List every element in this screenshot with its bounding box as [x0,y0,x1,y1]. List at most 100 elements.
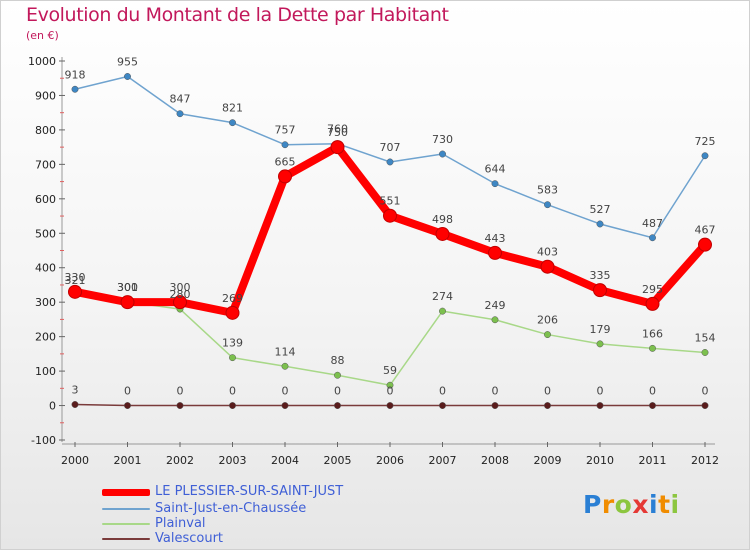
data-label-valescourt: 0 [282,385,289,398]
data-point-valescourt [544,402,551,409]
y-tick-label: 700 [35,158,56,171]
data-label-plainval: 154 [695,331,716,344]
data-label-le-plessier-sur-saint-just: 269 [222,292,243,305]
data-label-saint-just-en-chaussee: 644 [485,163,506,176]
data-point-le-plessier-sur-saint-just [68,284,82,299]
data-label-valescourt: 3 [72,384,79,397]
legend-item-saint-just: Saint-Just-en-Chaussée [102,501,306,517]
data-label-le-plessier-sur-saint-just: 330 [65,271,86,284]
data-label-plainval: 274 [432,290,453,303]
data-point-valescourt [491,402,499,409]
data-point-saint-just-en-chaussee [281,141,289,149]
x-tick-label: 2002 [166,454,194,467]
logo-letter: i [649,490,659,519]
data-point-le-plessier-sur-saint-just [173,295,187,310]
legend-swatch-le-plessier [102,488,150,496]
data-label-valescourt: 0 [492,385,499,398]
data-label-le-plessier-sur-saint-just: 750 [327,126,348,139]
data-point-valescourt [281,402,289,409]
y-tick-label: -100 [31,434,56,447]
legend-item-le-plessier: LE PLESSIER-SUR-SAINT-JUST [102,484,343,500]
y-tick-label: 800 [35,124,56,137]
data-point-plainval [334,371,341,379]
data-label-le-plessier-sur-saint-just: 295 [642,283,663,296]
data-point-valescourt [649,402,656,409]
logo-letter: o [614,490,633,519]
legend-swatch-saint-just [102,508,150,510]
data-point-saint-just-en-chaussee [229,119,236,127]
data-point-valescourt [596,402,604,409]
data-point-plainval [544,331,551,339]
data-point-saint-just-en-chaussee [439,150,446,158]
data-label-valescourt: 0 [702,385,709,398]
data-label-valescourt: 0 [649,385,656,398]
data-label-valescourt: 0 [124,385,131,398]
data-label-saint-just-en-chaussee: 730 [432,133,453,146]
data-label-le-plessier-sur-saint-just: 665 [275,155,296,168]
data-point-valescourt [124,402,131,409]
y-tick-label: 200 [35,331,56,344]
data-point-plainval [281,362,289,370]
legend-label-plainval: Plainval [155,516,206,531]
data-label-le-plessier-sur-saint-just: 467 [695,224,716,237]
data-point-le-plessier-sur-saint-just [278,169,292,184]
data-label-saint-just-en-chaussee: 760 [327,123,348,136]
data-point-le-plessier-sur-saint-just [383,208,397,223]
data-label-valescourt: 0 [229,385,236,398]
data-point-saint-just-en-chaussee [701,152,709,160]
data-label-valescourt: 0 [544,385,551,398]
data-point-le-plessier-sur-saint-just [593,283,607,298]
x-tick-label: 2005 [324,454,352,467]
x-tick-label: 2007 [429,454,457,467]
data-label-plainval: 88 [331,354,345,367]
data-point-saint-just-en-chaussee [176,110,184,118]
data-label-le-plessier-sur-saint-just: 551 [380,195,401,208]
chart-title: Evolution du Montant de la Dette par Hab… [26,4,449,26]
data-label-le-plessier-sur-saint-just: 300 [117,281,138,294]
data-point-le-plessier-sur-saint-just [330,140,345,155]
legend-swatch-plainval [102,523,150,525]
x-tick-label: 2003 [219,454,247,467]
chart-subtitle: (en €) [26,29,59,42]
data-label-plainval: 114 [275,345,296,358]
data-point-saint-just-en-chaussee [71,85,79,93]
data-label-valescourt: 0 [387,385,394,398]
data-label-plainval: 321 [65,274,86,287]
data-label-saint-just-en-chaussee: 918 [65,68,86,81]
data-label-plainval: 280 [170,288,191,301]
data-label-le-plessier-sur-saint-just: 300 [170,281,191,294]
data-label-plainval: 301 [117,281,138,294]
data-label-le-plessier-sur-saint-just: 443 [485,232,506,245]
y-tick-label: 0 [49,400,56,413]
data-label-le-plessier-sur-saint-just: 335 [590,269,611,282]
x-tick-label: 2008 [481,454,509,467]
data-point-valescourt [71,401,79,408]
data-label-saint-just-en-chaussee: 757 [275,124,296,137]
y-tick-label: 1000 [28,55,56,68]
data-point-valescourt [439,402,446,409]
data-label-saint-just-en-chaussee: 527 [590,203,611,216]
x-tick-label: 2009 [534,454,562,467]
data-point-plainval [491,316,499,324]
data-point-le-plessier-sur-saint-just [435,226,450,241]
y-tick-label: 900 [35,89,56,102]
data-label-valescourt: 0 [439,385,446,398]
data-label-saint-just-en-chaussee: 725 [695,135,716,148]
data-point-saint-just-en-chaussee [491,180,499,188]
data-point-valescourt [386,402,394,409]
data-label-plainval: 179 [590,323,611,336]
data-point-le-plessier-sur-saint-just [645,296,660,311]
data-point-saint-just-en-chaussee [544,201,551,209]
data-point-valescourt [176,402,184,409]
data-point-plainval [596,340,604,348]
proxiti-logo: Proxiti [583,490,680,519]
data-point-le-plessier-sur-saint-just [540,259,555,274]
x-tick-label: 2006 [376,454,404,467]
data-point-le-plessier-sur-saint-just [225,305,240,320]
data-point-saint-just-en-chaussee [596,220,604,228]
logo-letter: r [601,490,615,519]
data-point-valescourt [701,402,709,409]
data-point-le-plessier-sur-saint-just [120,295,135,310]
x-tick-label: 2004 [271,454,299,467]
